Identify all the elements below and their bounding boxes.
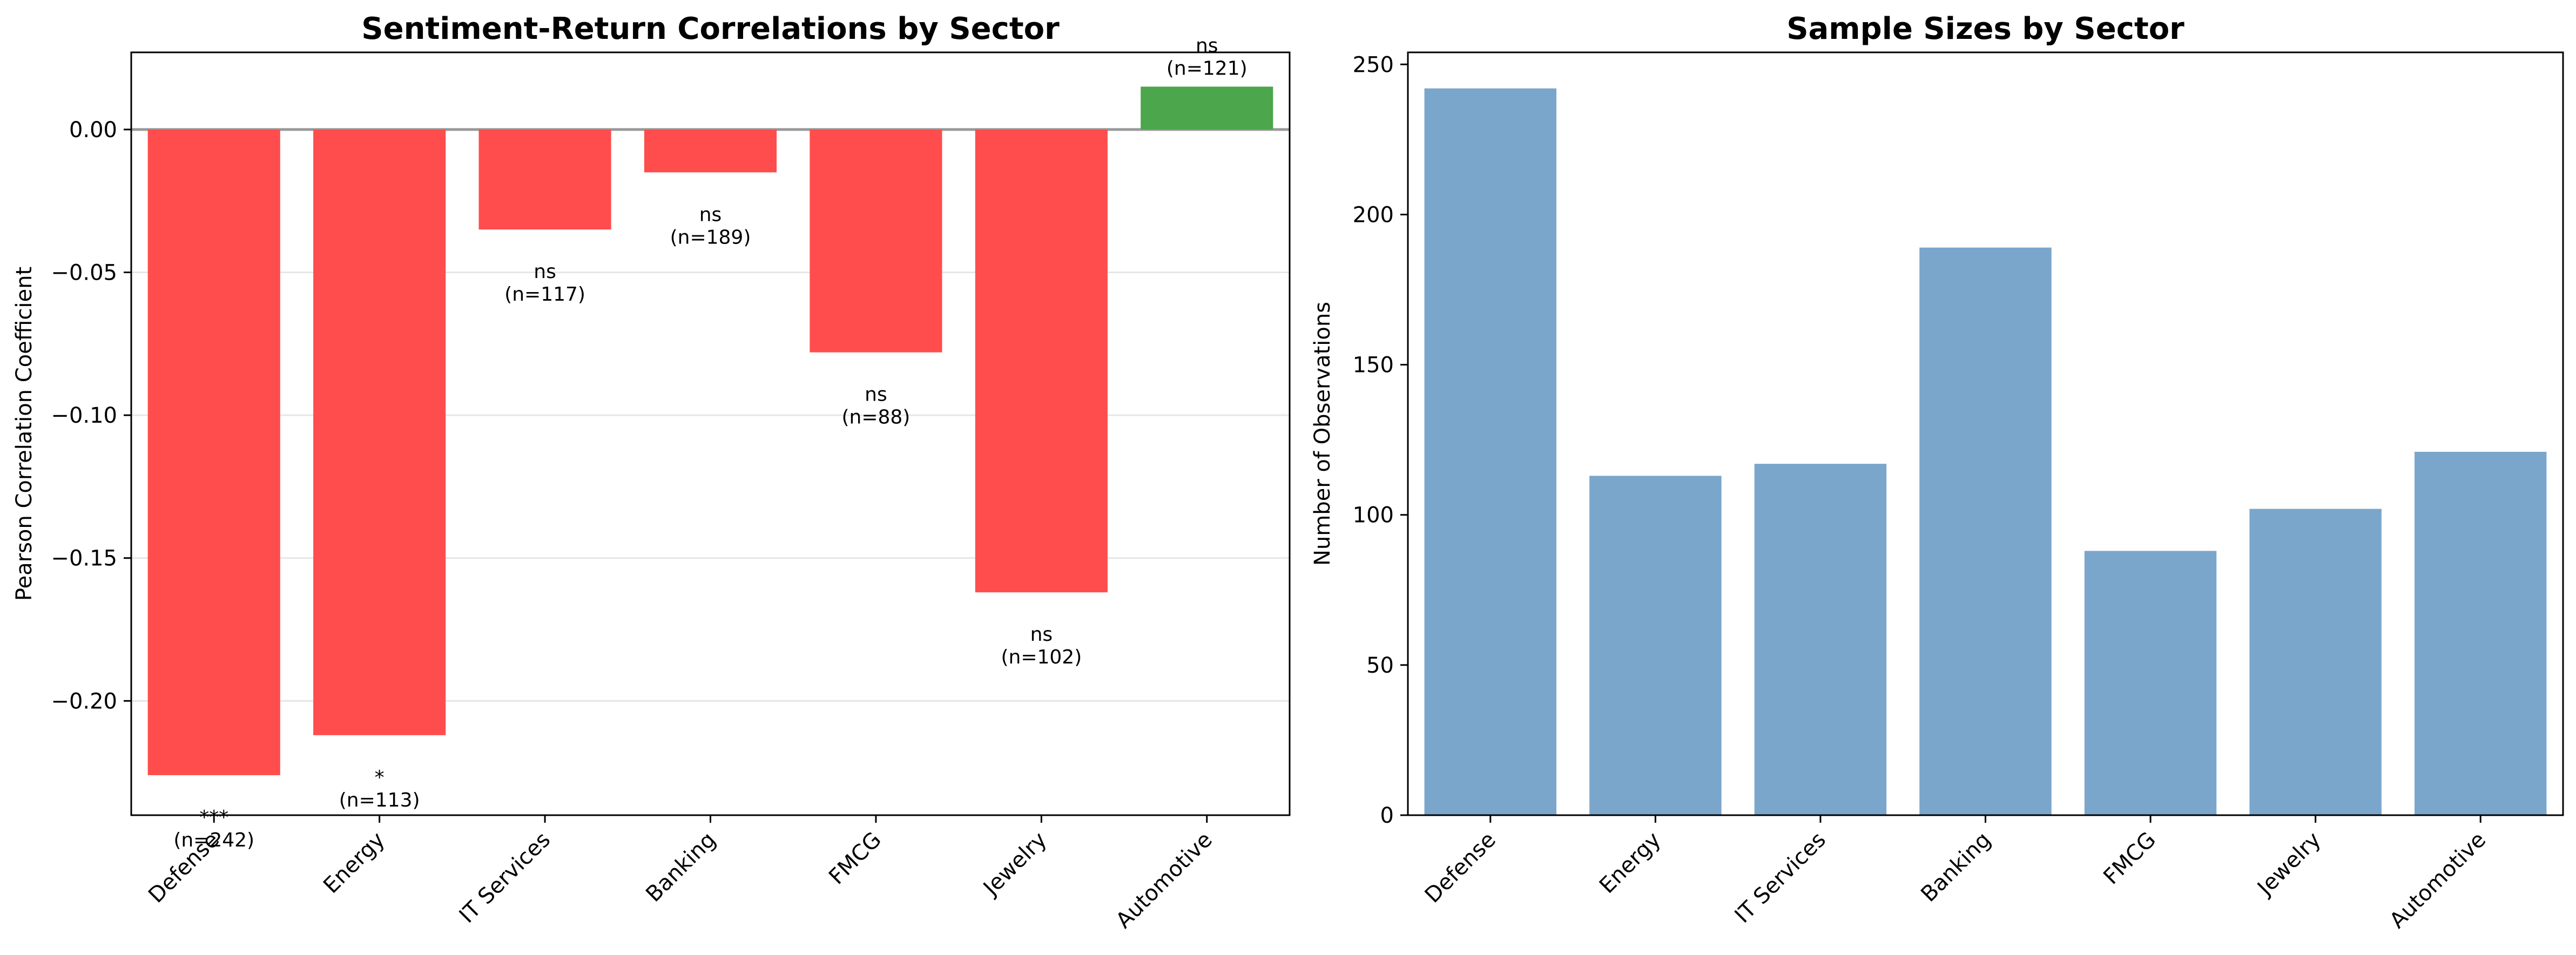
- correlation-annotations: ***(n=242)*(n=113)ns(n=117)ns(n=189)ns(n…: [173, 35, 1247, 851]
- sample-size-bar-banking: [1919, 247, 2052, 815]
- correlation-bar-it-services: [478, 129, 611, 230]
- significance-label-it-services: ns: [534, 261, 556, 283]
- significance-label-energy: *: [375, 767, 385, 789]
- correlation-y-axis-label: Pearson Correlation Coefficient: [12, 267, 37, 601]
- sample-size-y-tick-label: 150: [1353, 353, 1394, 378]
- correlation-y-tick-label: −0.20: [51, 689, 117, 714]
- correlation-bar-banking: [644, 129, 777, 173]
- correlation-y-tick-label: −0.10: [51, 403, 117, 428]
- sample-size-bar-jewelry: [2249, 509, 2382, 815]
- sample-size-label-jewelry: (n=102): [1001, 646, 1082, 668]
- significance-label-fmcg: ns: [865, 384, 887, 406]
- significance-label-banking: ns: [699, 204, 722, 226]
- significance-label-jewelry: ns: [1030, 624, 1053, 646]
- significance-label-automotive: ns: [1196, 35, 1218, 57]
- sample-size-y-tick-label: 50: [1366, 653, 1394, 678]
- correlation-chart-title: Sentiment-Return Correlations by Sector: [361, 11, 1060, 46]
- sample-size-bar-energy: [1589, 476, 1722, 815]
- correlation-bar-automotive: [1141, 86, 1273, 130]
- correlation-bar-energy: [313, 129, 446, 735]
- sample-size-chart-title: Sample Sizes by Sector: [1786, 11, 2184, 46]
- sample-size-y-tick-label: 100: [1353, 503, 1394, 528]
- sample-size-y-tick-label: 250: [1353, 52, 1394, 77]
- sample-size-bar-defense: [1424, 88, 1557, 816]
- correlation-bar-jewelry: [975, 129, 1108, 593]
- correlation-bars: [147, 86, 1273, 775]
- sample-size-bars: [1424, 88, 2547, 816]
- correlation-y-tick-label: 0.00: [69, 118, 117, 143]
- sample-size-label-defense: (n=242): [173, 829, 254, 851]
- sample-size-y-tick-label: 200: [1353, 202, 1394, 227]
- correlation-y-tick-label: −0.05: [51, 260, 117, 285]
- sample-size-label-energy: (n=113): [339, 789, 420, 811]
- correlation-bar-fmcg: [810, 129, 942, 353]
- significance-label-defense: ***: [199, 807, 228, 829]
- sample-size-y-tick-label: 0: [1380, 803, 1394, 828]
- sample-size-label-fmcg: (n=88): [841, 407, 910, 429]
- sample-size-bar-automotive: [2414, 451, 2547, 815]
- sample-size-y-axis-label: Number of Observations: [1310, 302, 1335, 566]
- correlation-y-tick-label: −0.15: [51, 546, 117, 571]
- sample-size-y-ticks: 0 50 100 150 200 250: [1353, 52, 1408, 828]
- sample-size-label-it-services: (n=117): [504, 283, 585, 306]
- sample-size-label-automotive: (n=121): [1166, 58, 1247, 80]
- correlation-chart: 0.00−0.05−0.10−0.15−0.20 Defense Energy IT…: [12, 11, 1291, 933]
- sample-size-label-banking: (n=189): [670, 226, 751, 248]
- correlation-y-ticks: 0.00 −0.05 −0.10 −0.15 −0.20: [51, 118, 131, 714]
- correlation-bar-defense: [147, 129, 280, 775]
- sample-size-bar-fmcg: [2084, 551, 2217, 815]
- sample-size-bar-it-services: [1754, 464, 1887, 815]
